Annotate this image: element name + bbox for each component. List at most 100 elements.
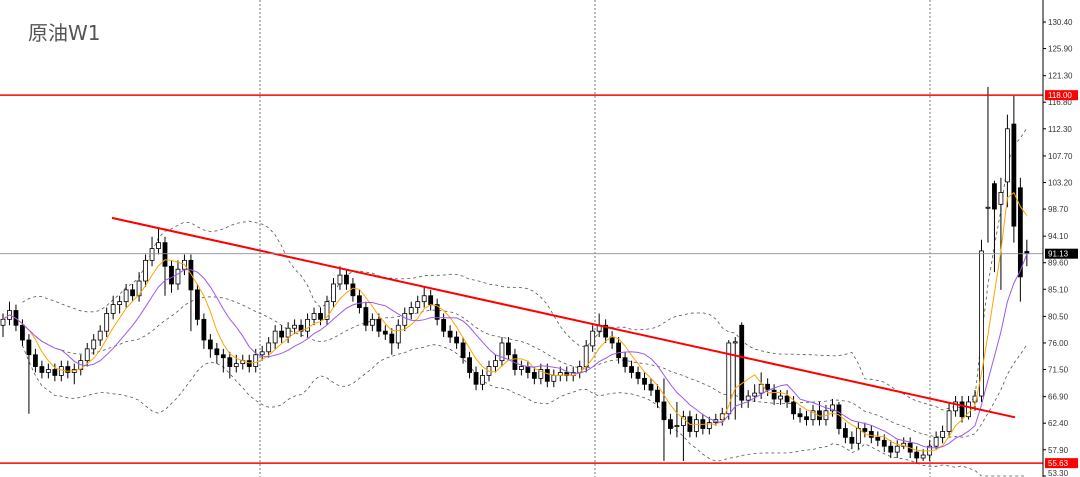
candle xyxy=(91,334,97,355)
candle xyxy=(460,337,466,364)
candle xyxy=(58,360,64,382)
candle xyxy=(227,351,233,379)
candle-body-bear xyxy=(603,324,609,338)
candle-body-bear xyxy=(616,342,621,359)
candle xyxy=(797,407,803,423)
candle-body-bull xyxy=(421,295,427,303)
candle-body-bull xyxy=(91,339,97,350)
candle xyxy=(311,307,317,326)
candle xyxy=(110,295,116,320)
y-tick-label: 62.40 xyxy=(1048,419,1069,428)
axis-background xyxy=(1043,0,1080,477)
candle-body-bull xyxy=(45,369,51,373)
candle-body-bear xyxy=(441,318,447,332)
candle xyxy=(84,342,90,367)
y-tick-label: 71.50 xyxy=(1048,366,1069,375)
candle-body-bull xyxy=(732,341,738,344)
candle-body-bear xyxy=(473,372,479,385)
candle-body-bull xyxy=(946,410,952,432)
candle-body-bear xyxy=(169,265,174,285)
current-price-label-bg xyxy=(1045,248,1078,259)
candle xyxy=(266,337,272,358)
candle-body-bull xyxy=(538,369,544,379)
candle-body-bear xyxy=(849,436,855,444)
candle xyxy=(668,413,673,435)
candle xyxy=(953,396,958,417)
candle xyxy=(337,266,343,290)
candle xyxy=(506,337,511,361)
candle-body-bull xyxy=(933,436,939,447)
candle-body-bull xyxy=(493,360,498,367)
level-price-label: 118.00 xyxy=(1048,91,1072,100)
candle xyxy=(26,334,32,414)
candle xyxy=(732,337,738,420)
candle-body-bear xyxy=(130,289,136,297)
candle-body-bull xyxy=(940,431,945,438)
candle-body-bear xyxy=(460,342,466,359)
candle xyxy=(201,313,207,349)
candle xyxy=(480,369,485,391)
candle xyxy=(519,360,524,376)
candle xyxy=(804,410,809,426)
ma-fast-line xyxy=(2,191,1028,452)
candle-body-bull xyxy=(499,342,505,362)
candle xyxy=(428,289,434,311)
candle-body-bear xyxy=(506,342,511,356)
candle-body-bull xyxy=(337,274,343,285)
candle-body-bull xyxy=(966,401,971,418)
y-tick-label: 80.50 xyxy=(1048,312,1069,321)
candle-body-bear xyxy=(207,339,213,350)
candle xyxy=(376,313,382,338)
candle-body-bear xyxy=(784,395,790,403)
candle-body-bull xyxy=(123,289,129,303)
candle-body-bear xyxy=(642,377,647,385)
candle-body-bull xyxy=(285,327,291,338)
candle-body-bull xyxy=(758,383,764,394)
candle-body-bull xyxy=(810,410,816,421)
candle-body-bear xyxy=(20,324,25,341)
candle xyxy=(603,319,609,343)
candle xyxy=(946,401,952,438)
candle-body-bear xyxy=(298,324,304,332)
y-tick-label: 121.30 xyxy=(1048,72,1073,81)
candle xyxy=(493,354,498,373)
candle xyxy=(985,86,991,243)
candle-body-bull xyxy=(266,342,272,353)
candle xyxy=(739,322,745,408)
candle xyxy=(622,351,628,373)
candle-body-bear xyxy=(661,401,667,421)
candle-body-bull xyxy=(551,375,557,382)
candle xyxy=(473,366,479,391)
candle xyxy=(194,283,200,326)
candle-body-bear xyxy=(868,431,874,438)
candle xyxy=(862,422,868,438)
candle xyxy=(538,363,544,385)
candle-body-bull xyxy=(778,395,783,400)
candle xyxy=(830,399,835,417)
y-tick-label: 98.70 xyxy=(1048,205,1069,214)
candle-body-bear xyxy=(344,274,349,285)
level-price-label: 55.63 xyxy=(1048,459,1069,468)
candle xyxy=(499,337,505,367)
candle xyxy=(843,422,848,444)
candle xyxy=(363,301,369,332)
candle-body-bear xyxy=(39,366,45,373)
candle xyxy=(279,325,285,343)
candle-body-bull xyxy=(143,259,148,282)
candle xyxy=(156,227,161,255)
candle xyxy=(104,307,110,338)
candle-body-bull xyxy=(726,342,732,415)
candle-body-bull xyxy=(311,313,317,320)
candle xyxy=(298,319,304,338)
y-tick-label: 116.80 xyxy=(1048,98,1072,107)
candle xyxy=(940,425,945,444)
candle xyxy=(207,334,213,358)
candle xyxy=(784,390,790,408)
candle-body-bear xyxy=(629,366,634,373)
candle-body-bull xyxy=(415,301,421,308)
candle-body-bear xyxy=(227,357,233,367)
candle-body-bull xyxy=(894,445,900,453)
y-tick-label: 125.90 xyxy=(1048,45,1073,54)
candle-body-bull xyxy=(855,428,861,444)
candle xyxy=(246,354,252,373)
